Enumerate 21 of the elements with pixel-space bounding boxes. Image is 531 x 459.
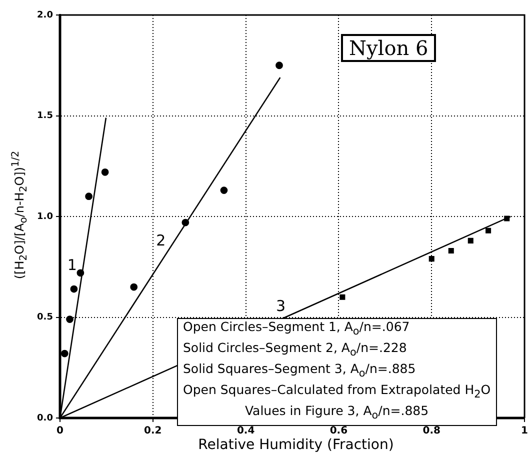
y-tick-label: 1.5 [37,111,53,122]
x-tick-label: 0.4 [236,426,255,437]
annotation: Solid Squares–Segment 3, A$_{o}$/n=.885 [183,361,417,382]
series-label: 2 [156,232,166,250]
x-tick-label: 0.6 [330,426,348,437]
series-label: 3 [276,297,286,316]
text: Nylon 6 [341,34,436,62]
x-axis-title: Relative Humidity (Fraction) [198,437,394,453]
x-tick-label: 0.2 [144,426,162,437]
x-tick-label: 0.8 [422,426,441,437]
annotation: Values in Figure 3, A$_{o}$/n=.885 [244,403,430,424]
x-tick-label: 1 [521,426,528,437]
y-tick-label: 0.5 [37,312,53,323]
y-tick-label: 2.0 [37,10,53,20]
annotation: Solid Circles–Segment 2, A$_{o}$/n=.228 [183,340,408,360]
annotation: Open Squares–Calculated from Extrapolated H$_{2}$O [183,382,491,402]
series-label: 1 [67,256,77,274]
x-tick-label: 0 [56,426,64,437]
y-tick-label: 1.0 [37,212,53,222]
y-tick-label: 0.0 [37,413,53,424]
annotation: Open Circles–Segment 1, A$_{o}$/n=.067 [183,319,411,340]
